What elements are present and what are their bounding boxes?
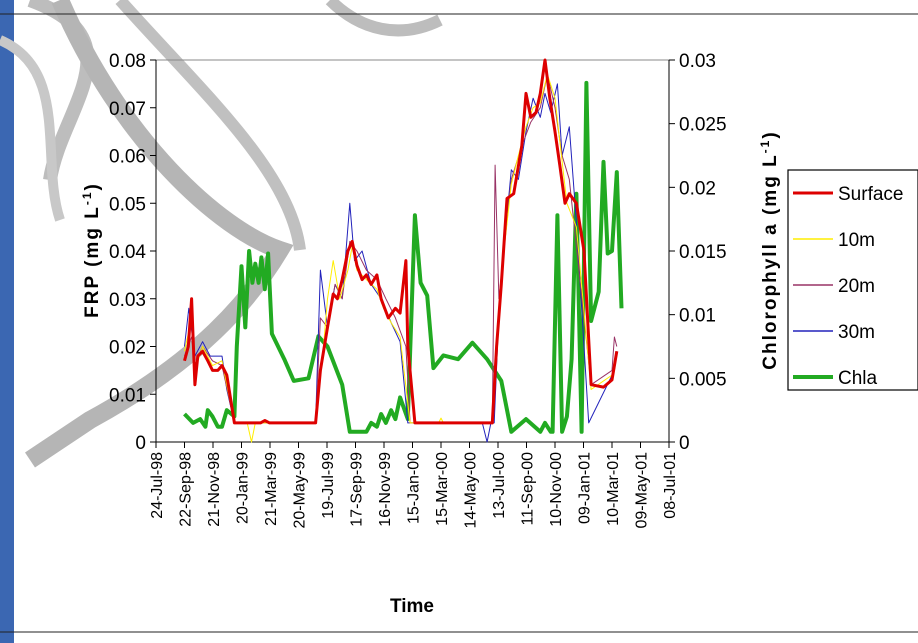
left-tick-label: 0.07: [109, 99, 146, 120]
x-tick-label: 09-May-01: [634, 452, 651, 529]
x-tick-label: 21-Mar-99: [263, 452, 280, 526]
right-tick-label: 0.005: [679, 369, 727, 390]
x-tick-label: 21-Nov-98: [206, 452, 223, 527]
series-line-20m: [184, 73, 618, 424]
left-tick-label: 0: [135, 433, 146, 454]
x-tick-label: 11-Sep-00: [520, 452, 537, 526]
legend-label: Surface: [838, 184, 903, 205]
left-axis: 0 0.01 0.02 0.03 0.04 0.05 0.06 0.07 0.08: [109, 51, 157, 454]
legend: Surface 10m 20m 30m Chla: [787, 169, 918, 391]
y-axis-right-title: Chlorophyll a (mg L-1): [758, 130, 781, 369]
x-axis: 24-Jul-98 22-Sep-98 21-Nov-98 20-Jan-99 21-M…: [149, 441, 679, 529]
right-tick-label: 0.01: [679, 306, 716, 327]
x-tick-label: 09-Jan-01: [577, 452, 594, 524]
legend-label: 30m: [838, 322, 875, 343]
x-tick-label: 19-Jul-99: [320, 452, 337, 519]
x-tick-label: 10-Mar-01: [605, 452, 622, 526]
right-tick-label: 0.03: [679, 51, 716, 72]
x-tick-label: 20-May-99: [292, 452, 309, 529]
left-tick-label: 0.01: [109, 385, 146, 406]
left-tick-label: 0.04: [109, 242, 146, 263]
x-tick-label: 22-Sep-98: [178, 452, 195, 527]
left-tick-label: 0.06: [109, 147, 146, 168]
x-tick-label: 24-Jul-98: [149, 452, 166, 519]
x-tick-label: 17-Sep-99: [349, 452, 366, 527]
legend-label: 20m: [838, 276, 875, 297]
left-tick-label: 0.03: [109, 290, 146, 311]
right-tick-label: 0.02: [679, 178, 716, 199]
series-line-surface: [183, 58, 619, 425]
right-axis: 0 0.005 0.01 0.015 0.02 0.025 0.03: [668, 51, 727, 454]
right-tick-label: 0.015: [679, 242, 727, 263]
series-line-chla: [183, 80, 624, 434]
x-tick-label: 15-Jan-00: [406, 452, 423, 524]
legend-box: [787, 169, 918, 391]
legend-label: 10m: [838, 230, 875, 251]
x-tick-label: 14-May-00: [463, 452, 480, 529]
x-tick-label: 13-Jul-00: [491, 452, 508, 519]
left-tick-label: 0.08: [109, 51, 146, 72]
right-tick-label: 0: [679, 433, 690, 454]
x-tick-label: 10-Nov-00: [548, 452, 565, 527]
left-tick-label: 0.05: [109, 194, 146, 215]
right-tick-label: 0.025: [679, 115, 727, 136]
series-layer: [183, 58, 624, 443]
legend-label: Chla: [838, 368, 878, 389]
x-tick-label: 16-Nov-99: [377, 452, 394, 527]
x-tick-label: 08-Jul-01: [662, 452, 679, 519]
x-axis-title: Time: [390, 596, 434, 617]
x-tick-label: 20-Jan-99: [235, 452, 252, 524]
x-tick-label: 15-Mar-00: [434, 452, 451, 526]
left-tick-label: 0.02: [109, 338, 146, 359]
y-axis-left-title: FRP (mg L-1): [80, 182, 103, 318]
